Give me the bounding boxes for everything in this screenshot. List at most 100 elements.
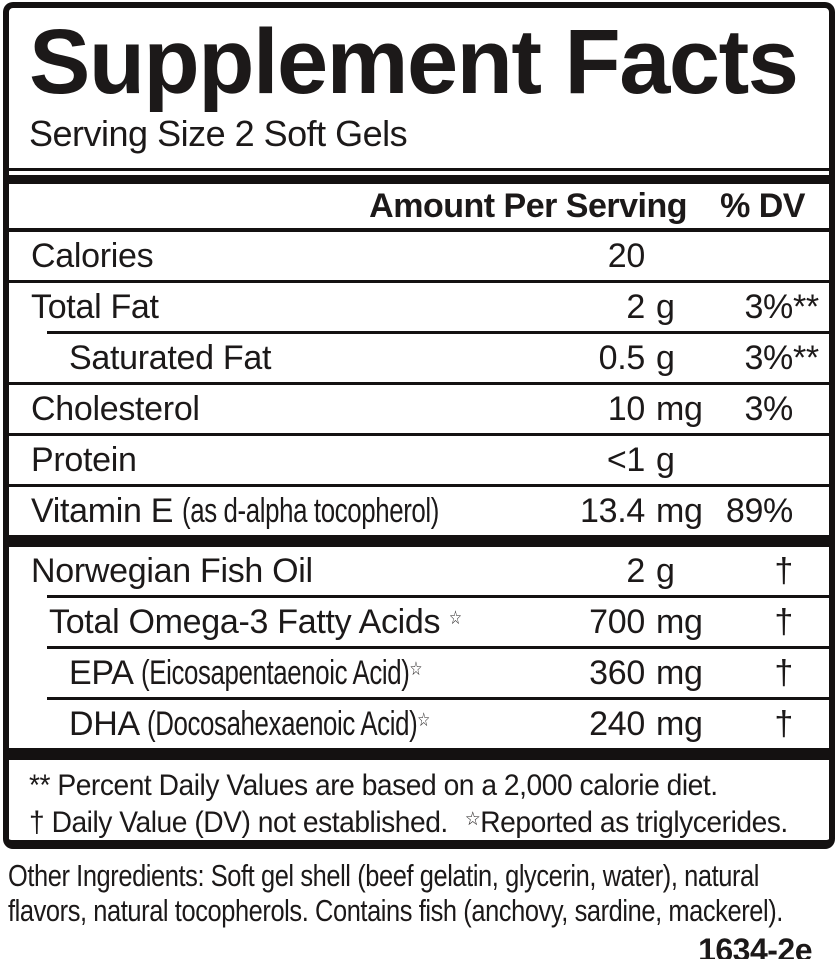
- daily-value-cell: †: [697, 654, 829, 693]
- nutrient-name: Calories: [31, 236, 154, 275]
- daily-value-cell: 3% **: [697, 339, 829, 378]
- nutrient-note: (Docosahexaenoic Acid): [147, 704, 418, 743]
- daily-value-cell: †: [697, 603, 829, 642]
- daily-value: †: [774, 704, 793, 743]
- nutrient-label: Norwegian Fish Oil: [31, 552, 549, 591]
- nutrient-label: EPA (Eicosapentaenoic Acid)☆: [31, 654, 549, 693]
- amount-value: 2: [626, 551, 645, 590]
- nutrient-name: Total Fat: [31, 287, 159, 326]
- nutrient-row-calories: Calories 20: [9, 232, 829, 280]
- divider-line: [47, 595, 829, 598]
- amount-unit: g: [656, 440, 675, 479]
- daily-value-suffix: **: [793, 338, 819, 377]
- nutrient-row-norwegian-fish-oil: Norwegian Fish Oil 2 g †: [9, 547, 829, 595]
- thick-divider-bar: [9, 748, 829, 760]
- daily-value-suffix: [793, 654, 829, 693]
- footnote-triglycerides-text: Reported as triglycerides.: [480, 806, 788, 839]
- nutrient-label: Saturated Fat: [31, 339, 549, 378]
- item-code: 1634-2e: [698, 932, 812, 959]
- amount-value: 360: [589, 653, 645, 692]
- divider-line: [9, 484, 829, 487]
- amount-value: 0.5: [598, 338, 646, 377]
- amount-value: 13.4: [580, 491, 645, 530]
- amount-value: 2: [626, 287, 645, 326]
- supplement-facts-label: Supplement Facts Serving Size 2 Soft Gel…: [3, 2, 835, 849]
- nutrient-label: Calories: [31, 237, 549, 276]
- footnote-daily-values: ** Percent Daily Values are based on a 2…: [29, 769, 718, 802]
- star-icon: ☆: [417, 709, 431, 731]
- nutrient-name: Saturated Fat: [69, 338, 272, 377]
- nutrient-label: Vitamin E (as d-alpha tocopherol): [31, 492, 549, 531]
- amount-unit: mg: [656, 491, 703, 530]
- other-ingredients: Other Ingredients: Soft gel shell (beef …: [8, 858, 838, 928]
- amount-value: 700: [589, 602, 645, 641]
- daily-value: 3%: [744, 389, 793, 428]
- divider-line: [9, 228, 829, 232]
- thick-divider-bar: [9, 175, 829, 184]
- nutrient-name: Cholesterol: [31, 389, 200, 428]
- footnotes: ** Percent Daily Values are based on a 2…: [9, 760, 829, 840]
- amount-unit: g: [656, 551, 675, 590]
- nutrient-label: Total Omega-3 Fatty Acids ☆: [31, 603, 549, 642]
- daily-value-cell: 3% **: [697, 288, 829, 327]
- amount-value: 240: [589, 704, 645, 743]
- nutrient-row-total-fat: Total Fat 2 g 3% **: [9, 283, 829, 331]
- divider-line: [47, 646, 829, 649]
- footnote-dv-not-established: † Daily Value (DV) not established. ☆Repo…: [29, 803, 788, 840]
- star-icon: ☆: [464, 809, 481, 830]
- nutrient-label: Total Fat: [31, 288, 549, 327]
- nutrient-note: (as d-alpha tocopherol): [182, 491, 440, 530]
- divider-line: [9, 433, 829, 436]
- daily-value-suffix: [793, 492, 829, 531]
- facts-title: Supplement Facts: [29, 11, 799, 113]
- nutrient-row-vitamin-e: Vitamin E (as d-alpha tocopherol) 13.4 m…: [9, 487, 829, 535]
- amount-value: 10: [607, 389, 646, 428]
- star-icon: ☆: [409, 658, 423, 680]
- nutrient-row-protein: Protein <1 g: [9, 436, 829, 484]
- amount-value: 20: [607, 236, 646, 275]
- daily-value-cell: †: [697, 705, 829, 744]
- column-header-amount: Amount Per Serving: [369, 186, 687, 225]
- thick-divider-bar: [9, 535, 829, 547]
- daily-value-suffix: **: [793, 287, 819, 326]
- daily-value-suffix: [793, 603, 829, 642]
- nutrient-label: DHA (Docosahexaenoic Acid)☆: [31, 705, 549, 744]
- daily-value: †: [774, 551, 793, 590]
- nutrient-note: (Eicosapentaenoic Acid): [140, 653, 410, 692]
- daily-value-cell: 89%: [697, 492, 829, 531]
- nutrient-label: Cholesterol: [31, 390, 549, 429]
- divider-line: [9, 168, 829, 171]
- divider-line: [9, 382, 829, 385]
- daily-value-cell: †: [697, 552, 829, 591]
- amount-unit: mg: [656, 653, 703, 692]
- amount-unit: mg: [656, 389, 703, 428]
- nutrient-name: Vitamin E: [31, 491, 174, 530]
- divider-line: [9, 280, 829, 283]
- nutrient-row-cholesterol: Cholesterol 10 mg 3%: [9, 385, 829, 433]
- daily-value-suffix: [793, 705, 829, 744]
- column-header-dv: % DV: [720, 186, 805, 225]
- divider-line: [47, 697, 829, 700]
- divider-line: [47, 331, 829, 334]
- other-ingredients-line: Other Ingredients: Soft gel shell (beef …: [8, 858, 760, 893]
- amount-unit: g: [656, 338, 675, 377]
- amount-unit: mg: [656, 602, 703, 641]
- nutrient-name: Protein: [31, 440, 137, 479]
- other-ingredients-line: flavors, natural tocopherols. Contains f…: [8, 893, 783, 928]
- nutrient-rows: Calories 20 Total Fat 2 g 3% ** Saturated…: [9, 232, 829, 760]
- daily-value: 3%: [744, 287, 793, 326]
- daily-value: †: [774, 602, 793, 641]
- daily-value: 89%: [725, 491, 793, 530]
- daily-value: †: [774, 653, 793, 692]
- amount-unit: mg: [656, 704, 703, 743]
- footnote-dagger-text: † Daily Value (DV) not established.: [29, 806, 448, 839]
- nutrient-name: Norwegian Fish Oil: [31, 551, 313, 590]
- nutrient-row-saturated-fat: Saturated Fat 0.5 g 3% **: [9, 334, 829, 382]
- nutrient-name: Total Omega-3 Fatty Acids: [49, 602, 441, 641]
- daily-value-suffix: [793, 552, 829, 591]
- daily-value-suffix: [793, 390, 829, 429]
- amount-unit: g: [656, 287, 675, 326]
- nutrient-name: DHA: [69, 704, 139, 743]
- star-icon: ☆: [449, 607, 463, 629]
- amount-value: <1: [606, 440, 645, 479]
